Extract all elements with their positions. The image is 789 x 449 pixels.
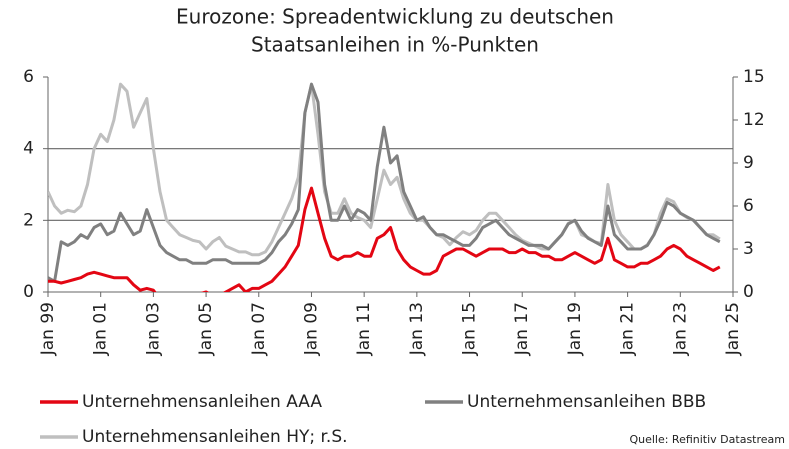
legend-label: Unternehmensanleihen HY; r.S. [82,427,348,447]
x-tick-label: Jan 19 [565,302,585,356]
x-tick-label: Jan 17 [512,302,532,356]
x-tick-label: Jan 11 [354,302,374,356]
y2-tick-label: 12 [743,110,765,130]
y-tick-label: 4 [23,139,34,159]
x-tick-label: Jan 09 [301,302,321,356]
x-tick-label: Jan 07 [249,302,269,356]
y2-tick-label: 9 [743,153,754,173]
y2-tick-label: 0 [743,282,754,302]
legend-label: Unternehmensanleihen BBB [467,392,706,412]
y-tick-label: 0 [23,282,34,302]
y2-tick-label: 15 [743,67,765,87]
x-tick-label: Jan 05 [196,302,216,356]
y2-tick-label: 3 [743,239,754,259]
x-tick-label: Jan 23 [670,302,690,356]
series-line [48,82,721,257]
y-tick-label: 2 [23,210,34,230]
x-tick-label: Jan 13 [407,302,427,356]
x-tick-label: Jan 15 [460,302,480,356]
chart-title: Staatsanleihen in %-Punkten [251,33,539,57]
chart-title: Eurozone: Spreadentwicklung zu deutschen [176,5,614,29]
y-tick-label: 6 [23,67,34,87]
x-tick-label: Jan 25 [723,302,743,356]
series-line [48,82,721,283]
legend-label: Unternehmensanleihen AAA [82,392,322,412]
x-tick-label: Jan 01 [91,302,111,356]
x-tick-label: Jan 21 [618,302,638,356]
x-tick-label: Jan 03 [143,302,163,356]
source: Quelle: Refinitiv Datastream [629,433,785,446]
series-line [48,186,721,292]
x-tick-label: Jan 99 [38,302,58,356]
y2-tick-label: 6 [743,196,754,216]
